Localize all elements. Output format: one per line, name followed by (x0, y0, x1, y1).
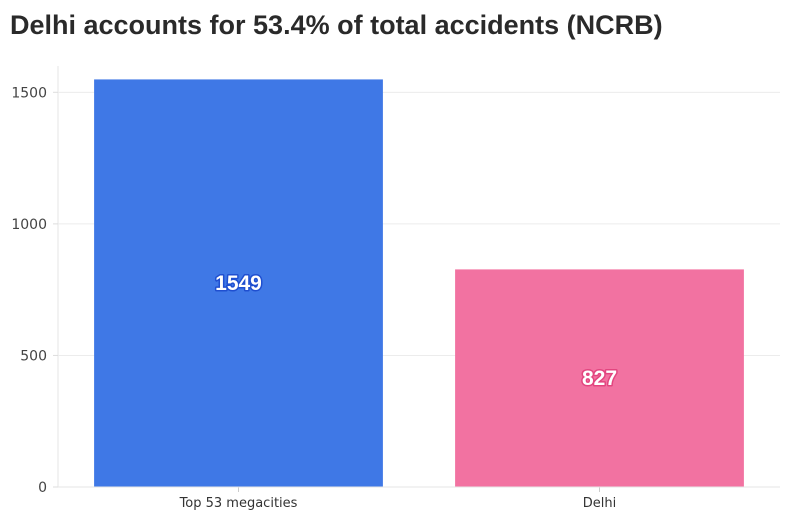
bar (455, 269, 744, 487)
data-label: 827 (582, 367, 617, 390)
y-tick-label: 0 (38, 480, 47, 496)
y-tick-label: 1000 (11, 217, 47, 233)
chart-title: Delhi accounts for 53.4% of total accide… (10, 10, 663, 40)
data-label: 1549 (215, 272, 262, 295)
y-tick-label: 1500 (11, 85, 47, 101)
x-tick-label: Top 53 megacities (179, 496, 298, 511)
y-tick-label: 500 (20, 348, 47, 364)
x-tick-label: Delhi (583, 496, 616, 511)
bar (94, 79, 383, 487)
